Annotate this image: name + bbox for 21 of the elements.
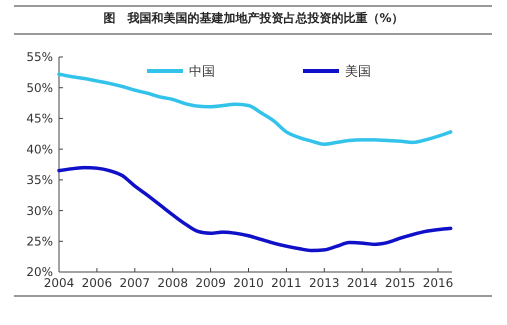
y-tick-label: 25% (26, 234, 53, 248)
y-tick-label: 50% (26, 80, 53, 95)
x-tick-label: 2007 (120, 276, 150, 290)
x-tick-label: 2014 (346, 276, 378, 290)
chart-title: 图 我国和美国的基建加地产投资占总投资的比重（%） (103, 11, 404, 25)
x-tick-label: 2011 (271, 276, 302, 290)
x-tick-label: 2015 (384, 276, 416, 290)
y-tick-label: 45% (26, 112, 53, 126)
y-tick-label: 35% (26, 173, 53, 188)
y-tick-label: 40% (26, 142, 53, 156)
y-tick-label: 55% (26, 50, 53, 64)
legend-label: 美国 (345, 64, 371, 80)
x-tick-label: 2013 (309, 276, 340, 290)
line-series (57, 166, 452, 252)
x-tick-label: 2010 (233, 276, 264, 290)
y-tick-label: 30% (26, 204, 53, 218)
legend-label: 中国 (189, 64, 215, 80)
x-tick-label: 2009 (195, 276, 226, 290)
x-tick-label: 2008 (157, 276, 188, 290)
x-tick-label: 2006 (82, 276, 112, 290)
x-tick-label: 2016 (422, 276, 454, 290)
